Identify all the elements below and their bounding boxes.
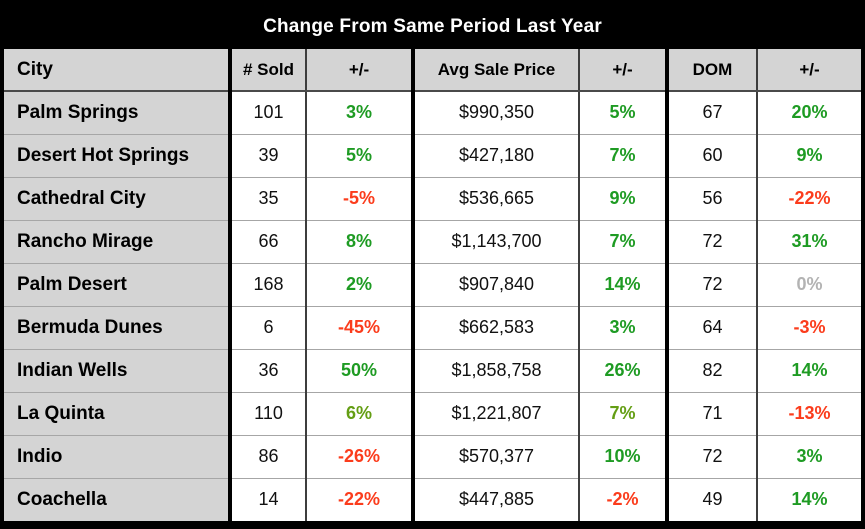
dom-cell: 67: [667, 90, 758, 134]
sold-change-cell: 50%: [306, 348, 415, 392]
dom-change-cell: -13%: [757, 391, 861, 435]
dom-cell: 82: [667, 348, 758, 392]
price-change-cell: -2%: [579, 477, 669, 521]
column-header-sold-change: +/-: [306, 49, 415, 92]
sold-change-cell: 3%: [306, 90, 415, 134]
sold-change-cell: 2%: [306, 262, 415, 306]
table-title: Change From Same Period Last Year: [4, 4, 861, 49]
city-cell: Rancho Mirage: [4, 219, 232, 263]
table-body: Palm Springs 101 3% $990,350 5% 67 20% Desert H…: [4, 90, 861, 521]
price-change-cell: 7%: [579, 133, 669, 177]
city-cell: Cathedral City: [4, 176, 232, 220]
city-cell: Indian Wells: [4, 348, 232, 392]
city-cell: Bermuda Dunes: [4, 305, 232, 349]
table-row: Cathedral City 35 -5% $536,665 9% 56 -22%: [4, 176, 861, 220]
city-cell: Coachella: [4, 477, 232, 521]
table-header: City # Sold +/- Avg Sale Price +/- DOM +…: [4, 49, 861, 92]
avg-price-cell: $990,350: [413, 90, 580, 134]
avg-price-cell: $907,840: [413, 262, 580, 306]
city-cell: Palm Desert: [4, 262, 232, 306]
price-change-cell: 5%: [579, 90, 669, 134]
sold-count-cell: 36: [230, 348, 307, 392]
avg-price-cell: $662,583: [413, 305, 580, 349]
header-row: City # Sold +/- Avg Sale Price +/- DOM +…: [4, 49, 861, 92]
column-header-city: City: [4, 49, 232, 92]
dom-cell: 72: [667, 262, 758, 306]
sold-count-cell: 66: [230, 219, 307, 263]
avg-price-cell: $1,143,700: [413, 219, 580, 263]
table-row: Desert Hot Springs 39 5% $427,180 7% 60 9%: [4, 133, 861, 177]
column-header-price-change: +/-: [579, 49, 669, 92]
sold-count-cell: 168: [230, 262, 307, 306]
avg-price-cell: $536,665: [413, 176, 580, 220]
table-row: Bermuda Dunes 6 -45% $662,583 3% 64 -3%: [4, 305, 861, 349]
price-change-cell: 9%: [579, 176, 669, 220]
table-row: Indio 86 -26% $570,377 10% 72 3%: [4, 434, 861, 478]
stats-table: City # Sold +/- Avg Sale Price +/- DOM +…: [4, 49, 861, 521]
price-change-cell: 7%: [579, 219, 669, 263]
dom-cell: 72: [667, 219, 758, 263]
dom-cell: 71: [667, 391, 758, 435]
dom-change-cell: 14%: [757, 348, 861, 392]
table-row: La Quinta 110 6% $1,221,807 7% 71 -13%: [4, 391, 861, 435]
price-change-cell: 3%: [579, 305, 669, 349]
dom-change-cell: 3%: [757, 434, 861, 478]
avg-price-cell: $447,885: [413, 477, 580, 521]
dom-change-cell: 0%: [757, 262, 861, 306]
avg-price-cell: $1,221,807: [413, 391, 580, 435]
sold-count-cell: 86: [230, 434, 307, 478]
table-row: Palm Desert 168 2% $907,840 14% 72 0%: [4, 262, 861, 306]
sold-change-cell: 6%: [306, 391, 415, 435]
avg-price-cell: $427,180: [413, 133, 580, 177]
column-header-dom: DOM: [667, 49, 758, 92]
price-change-cell: 26%: [579, 348, 669, 392]
dom-cell: 49: [667, 477, 758, 521]
avg-price-cell: $1,858,758: [413, 348, 580, 392]
city-cell: Palm Springs: [4, 90, 232, 134]
sold-count-cell: 110: [230, 391, 307, 435]
sold-change-cell: -5%: [306, 176, 415, 220]
dom-cell: 60: [667, 133, 758, 177]
sold-count-cell: 101: [230, 90, 307, 134]
dom-change-cell: 9%: [757, 133, 861, 177]
city-cell: Desert Hot Springs: [4, 133, 232, 177]
dom-cell: 72: [667, 434, 758, 478]
column-header-sold: # Sold: [230, 49, 307, 92]
sold-change-cell: -26%: [306, 434, 415, 478]
sold-count-cell: 35: [230, 176, 307, 220]
price-change-cell: 14%: [579, 262, 669, 306]
dom-cell: 64: [667, 305, 758, 349]
column-header-avg-price: Avg Sale Price: [413, 49, 580, 92]
price-change-cell: 7%: [579, 391, 669, 435]
dom-change-cell: 14%: [757, 477, 861, 521]
dom-change-cell: -22%: [757, 176, 861, 220]
sold-count-cell: 39: [230, 133, 307, 177]
table-row: Palm Springs 101 3% $990,350 5% 67 20%: [4, 90, 861, 134]
column-header-dom-change: +/-: [757, 49, 861, 92]
city-cell: Indio: [4, 434, 232, 478]
table-row: Rancho Mirage 66 8% $1,143,700 7% 72 31%: [4, 219, 861, 263]
sold-count-cell: 14: [230, 477, 307, 521]
dom-change-cell: 31%: [757, 219, 861, 263]
sold-change-cell: 5%: [306, 133, 415, 177]
sold-change-cell: -22%: [306, 477, 415, 521]
city-cell: La Quinta: [4, 391, 232, 435]
avg-price-cell: $570,377: [413, 434, 580, 478]
dom-cell: 56: [667, 176, 758, 220]
table-row: Indian Wells 36 50% $1,858,758 26% 82 14%: [4, 348, 861, 392]
dom-change-cell: -3%: [757, 305, 861, 349]
price-change-cell: 10%: [579, 434, 669, 478]
dom-change-cell: 20%: [757, 90, 861, 134]
table-row: Coachella 14 -22% $447,885 -2% 49 14%: [4, 477, 861, 521]
sold-change-cell: 8%: [306, 219, 415, 263]
sold-count-cell: 6: [230, 305, 307, 349]
sold-change-cell: -45%: [306, 305, 415, 349]
